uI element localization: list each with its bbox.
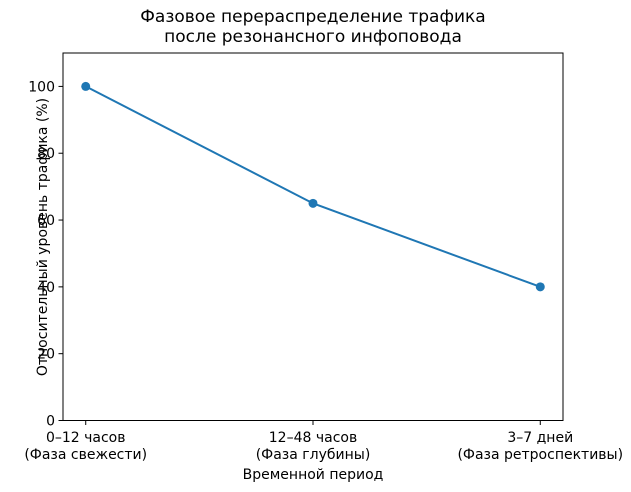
plot-area — [62, 52, 564, 421]
y-tick-label: 80 — [37, 146, 55, 162]
y-tick-label: 0 — [46, 414, 55, 430]
data-series-traffic — [81, 81, 545, 292]
x-axis-label: Временной период — [243, 467, 384, 483]
data-point-marker — [308, 198, 318, 208]
y-axis-label: Относительный уровень трафика (%) — [35, 98, 51, 376]
y-tick-label: 40 — [37, 280, 55, 296]
x-tick-label: (Фаза ретроспективы) — [457, 447, 623, 463]
y-tick-label: 60 — [37, 213, 55, 229]
y-tick-label: 100 — [28, 79, 55, 95]
x-tick-label: (Фаза глубины) — [256, 447, 371, 463]
data-point-marker — [535, 282, 545, 292]
x-tick-label: 0–12 часов — [46, 430, 126, 446]
y-axis: 0 20 40 60 80 100 — [28, 79, 63, 430]
y-tick-label: 20 — [37, 347, 55, 363]
series-line — [85, 85, 541, 288]
chart-title-line-1: Фазовое перераспределение трафика — [140, 7, 485, 27]
data-point-marker — [81, 81, 91, 91]
x-tick-label: 12–48 часов — [269, 430, 357, 446]
x-tick-label: 3–7 дней — [507, 430, 573, 446]
x-tick-label: (Фаза свежести) — [24, 447, 147, 463]
x-axis: 0–12 часов(Фаза свежести)12–48 часов(Фаз… — [24, 420, 623, 463]
chart-title-line-2: после резонансного инфоповода — [164, 27, 462, 47]
